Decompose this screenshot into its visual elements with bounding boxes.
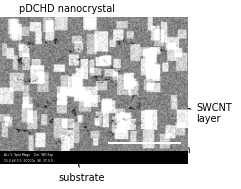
Bar [0,151,188,164]
Text: SWCNT
layer: SWCNT layer [177,103,232,124]
Text: 500 nm: 500 nm [151,145,190,155]
Text: 15.0 kV 3.0  50000x  SE  37.9 0: 15.0 kV 3.0 50000x SE 37.9 0 [4,159,53,163]
Text: substrate: substrate [59,158,105,183]
Text: Acc V  Spot Magn    Det  WD Exp: Acc V Spot Magn Det WD Exp [4,153,53,157]
Text: pDCHD nanocrystal: pDCHD nanocrystal [20,4,115,34]
